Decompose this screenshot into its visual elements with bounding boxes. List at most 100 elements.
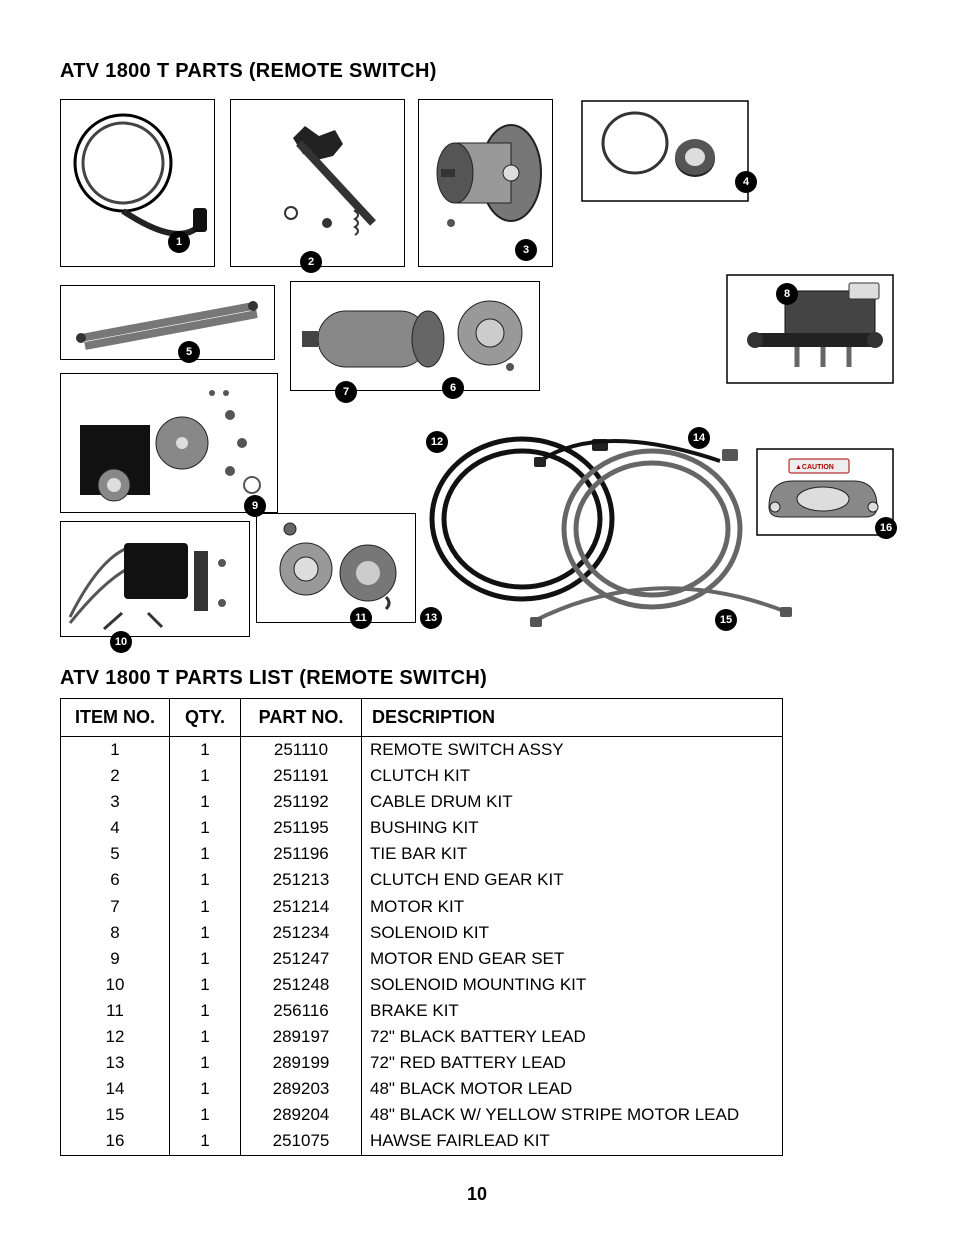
cell-qty: 1 (170, 1128, 241, 1155)
header-item: ITEM NO. (61, 699, 170, 737)
cell-part: 251196 (241, 841, 362, 867)
callout-4: 4 (735, 171, 757, 193)
table-row: 161251075HAWSE FAIRLEAD KIT (61, 1128, 783, 1155)
part-box-11 (256, 513, 416, 623)
part-box-6-7 (290, 281, 540, 391)
table-header-row: ITEM NO. QTY. PART NO. DESCRIPTION (61, 699, 783, 737)
cell-desc: SOLENOID KIT (362, 920, 783, 946)
table-row: 11251110REMOTE SWITCH ASSY (61, 737, 783, 764)
cell-item: 15 (61, 1102, 170, 1128)
cell-desc: BRAKE KIT (362, 998, 783, 1024)
callout-16: 16 (875, 517, 897, 539)
callout-7: 7 (335, 381, 357, 403)
page-number: 10 (0, 1184, 954, 1205)
motor-end-gear-icon (62, 375, 276, 511)
cell-desc: CLUTCH KIT (362, 763, 783, 789)
cell-item: 5 (61, 841, 170, 867)
callout-15: 15 (715, 609, 737, 631)
cell-part: 251110 (241, 737, 362, 764)
cell-item: 4 (61, 815, 170, 841)
solenoid-mount-icon (62, 523, 248, 635)
table-row: 14128920348" BLACK MOTOR LEAD (61, 1076, 783, 1102)
page: ATV 1800 T PARTS (REMOTE SWITCH) 1 2 (0, 0, 954, 1235)
callout-1: 1 (168, 231, 190, 253)
cell-desc: TIE BAR KIT (362, 841, 783, 867)
list-section-title: ATV 1800 T PARTS LIST (REMOTE SWITCH) (60, 667, 894, 690)
cell-desc: BUSHING KIT (362, 815, 783, 841)
cell-desc: 72" BLACK BATTERY LEAD (362, 1024, 783, 1050)
cell-desc: 72" RED BATTERY LEAD (362, 1050, 783, 1076)
callout-5: 5 (178, 341, 200, 363)
cell-item: 14 (61, 1076, 170, 1102)
callout-6: 6 (442, 377, 464, 399)
cell-item: 9 (61, 946, 170, 972)
callout-12: 12 (426, 431, 448, 453)
part-box-9 (60, 373, 278, 513)
cell-qty: 1 (170, 737, 241, 764)
cell-part: 251192 (241, 789, 362, 815)
cell-desc: 48" BLACK W/ YELLOW STRIPE MOTOR LEAD (362, 1102, 783, 1128)
cell-part: 289199 (241, 1050, 362, 1076)
table-row: 71251214MOTOR KIT (61, 894, 783, 920)
part-box-8 (725, 273, 895, 385)
remote-switch-icon (63, 103, 213, 263)
cell-qty: 1 (170, 841, 241, 867)
part-box-4 (580, 99, 750, 209)
tie-bar-icon (63, 288, 273, 358)
cell-qty: 1 (170, 1076, 241, 1102)
table-body: 11251110REMOTE SWITCH ASSY 21251191CLUTC… (61, 737, 783, 1156)
cell-qty: 1 (170, 1102, 241, 1128)
callout-3: 3 (515, 239, 537, 261)
cell-qty: 1 (170, 1024, 241, 1050)
table-row: 81251234SOLENOID KIT (61, 920, 783, 946)
cell-desc: MOTOR END GEAR SET (362, 946, 783, 972)
table-row: 41251195BUSHING KIT (61, 815, 783, 841)
bushing-kit-icon (580, 99, 750, 209)
cell-qty: 1 (170, 946, 241, 972)
svg-text:▲CAUTION: ▲CAUTION (795, 464, 834, 471)
cell-item: 13 (61, 1050, 170, 1076)
cell-qty: 1 (170, 867, 241, 893)
cell-item: 8 (61, 920, 170, 946)
cable-drum-icon (421, 103, 551, 263)
callout-10: 10 (110, 631, 132, 653)
part-box-1 (60, 99, 215, 267)
callout-8: 8 (776, 283, 798, 305)
cell-qty: 1 (170, 815, 241, 841)
table-row: 101251248SOLENOID MOUNTING KIT (61, 972, 783, 998)
cell-part: 251191 (241, 763, 362, 789)
cell-desc: HAWSE FAIRLEAD KIT (362, 1128, 783, 1155)
part-box-5 (60, 285, 275, 360)
cell-part: 251247 (241, 946, 362, 972)
solenoid-icon (725, 273, 895, 385)
table-row: 13128919972" RED BATTERY LEAD (61, 1050, 783, 1076)
clutch-kit-icon (233, 103, 403, 263)
cell-item: 10 (61, 972, 170, 998)
cell-part: 289204 (241, 1102, 362, 1128)
cell-qty: 1 (170, 1050, 241, 1076)
hawse-fairlead-icon: ▲CAUTION (755, 447, 895, 537)
parts-diagram: 1 2 3 (60, 91, 890, 651)
table-row: 12128919772" BLACK BATTERY LEAD (61, 1024, 783, 1050)
header-desc: DESCRIPTION (362, 699, 783, 737)
table-row: 51251196TIE BAR KIT (61, 841, 783, 867)
callout-11: 11 (350, 607, 372, 629)
table-row: 15128920448" BLACK W/ YELLOW STRIPE MOTO… (61, 1102, 783, 1128)
cell-desc: REMOTE SWITCH ASSY (362, 737, 783, 764)
cell-desc: MOTOR KIT (362, 894, 783, 920)
cell-qty: 1 (170, 789, 241, 815)
cell-item: 1 (61, 737, 170, 764)
callout-2: 2 (300, 251, 322, 273)
cell-part: 251075 (241, 1128, 362, 1155)
cell-part: 251195 (241, 815, 362, 841)
cell-part: 289203 (241, 1076, 362, 1102)
cell-part: 289197 (241, 1024, 362, 1050)
cell-item: 11 (61, 998, 170, 1024)
cell-part: 251248 (241, 972, 362, 998)
parts-table: ITEM NO. QTY. PART NO. DESCRIPTION 11251… (60, 698, 783, 1156)
cell-qty: 1 (170, 972, 241, 998)
cell-item: 12 (61, 1024, 170, 1050)
diagram-section-title: ATV 1800 T PARTS (REMOTE SWITCH) (60, 60, 894, 83)
part-box-10 (60, 521, 250, 637)
header-part: PART NO. (241, 699, 362, 737)
